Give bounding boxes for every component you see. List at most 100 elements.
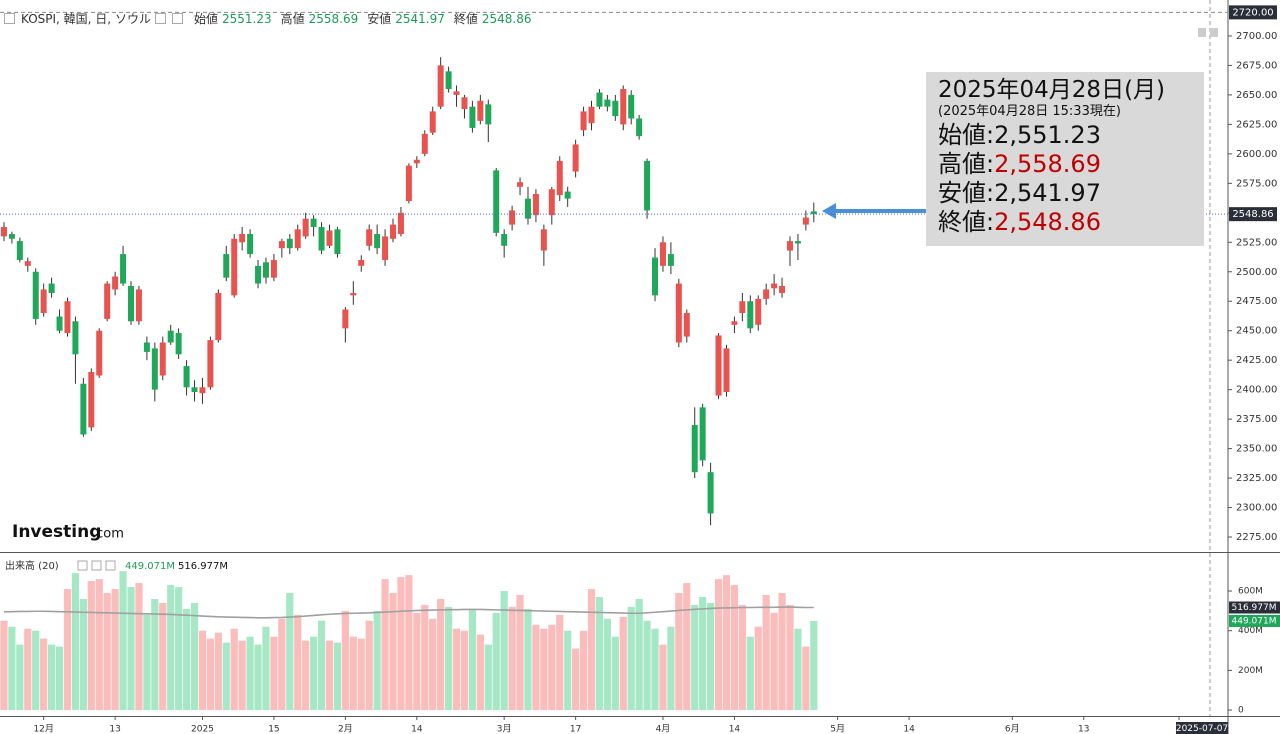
volume-bar <box>119 571 127 711</box>
volume-bar <box>524 608 532 711</box>
volume-bar <box>532 624 540 711</box>
candle-body <box>556 160 563 196</box>
candle-body <box>707 472 714 514</box>
scale-icon <box>1198 28 1206 37</box>
candle-body <box>215 292 222 341</box>
x-tick-label: 13 <box>1078 725 1089 734</box>
candle-body <box>8 234 15 239</box>
header-label: 終値 <box>453 12 478 26</box>
volume-bar <box>175 587 183 711</box>
volume-bar <box>222 642 230 711</box>
volume-bar <box>770 612 778 711</box>
volume-bar <box>198 630 207 711</box>
volume-bar <box>794 628 802 711</box>
candle-body <box>405 165 412 202</box>
volume-bar <box>389 593 397 711</box>
symbol-title: KOSPI, 韓国, 日, ソウル <box>21 12 151 26</box>
candle-body <box>485 104 492 125</box>
volume-bar <box>405 575 413 711</box>
header-value: 2551.23 <box>221 11 272 26</box>
header-value: 2541.97 <box>395 11 445 26</box>
volume-bar <box>278 618 286 711</box>
candle-body <box>477 100 484 121</box>
candle-body <box>524 198 531 219</box>
icon <box>171 13 183 24</box>
info-value: 2,558.69 <box>994 150 1101 178</box>
volume-bar <box>127 587 135 711</box>
volume-bar <box>143 614 151 711</box>
volume-title: 出来高 (20) <box>5 559 59 572</box>
volume-bar <box>397 577 405 711</box>
volume-bar <box>206 638 215 711</box>
y-tick-label: 2525.00 <box>1236 237 1277 248</box>
candle-body <box>540 229 547 251</box>
candle-body <box>159 342 166 376</box>
watermark-brand: Investing <box>12 522 101 542</box>
volume-bar <box>381 579 389 711</box>
candle-body <box>112 276 119 290</box>
watermark-suffix: .com <box>92 527 124 542</box>
candle-body <box>691 425 698 473</box>
last-price-label: 2548.86 <box>1232 209 1273 220</box>
candle-body <box>771 283 778 289</box>
candle-body <box>636 118 643 137</box>
volume-bar <box>603 618 611 711</box>
volume-bar <box>738 604 746 711</box>
y-tick-label: 2575.00 <box>1236 178 1277 189</box>
y-tick-label: 2275.00 <box>1236 532 1277 543</box>
candle-body <box>80 383 87 435</box>
volume-bar <box>40 638 48 711</box>
info-time: (2025年04月28日 15:33現在) <box>938 104 1121 119</box>
last-price-box <box>1229 207 1277 222</box>
candle-body <box>342 309 349 329</box>
volume-bar <box>460 630 469 711</box>
volume-bar <box>190 602 199 711</box>
info-label: 高値: <box>938 150 995 178</box>
volume-bar <box>286 593 294 711</box>
candle-body <box>16 241 23 260</box>
y-tick-label: 2675.00 <box>1236 60 1277 71</box>
volume-bar <box>754 626 762 711</box>
candle-body <box>120 254 127 284</box>
volume-bar <box>159 602 167 711</box>
info-row: 高値:2,558.69 <box>938 150 1204 179</box>
volume-bar <box>357 638 365 711</box>
info-label: 安値: <box>938 179 995 207</box>
volume-bar <box>103 593 111 711</box>
candle-body <box>334 229 341 255</box>
candle-body <box>104 283 111 319</box>
info-value: 2,551.23 <box>994 121 1101 149</box>
y-tick-label: 2300.00 <box>1236 503 1277 514</box>
candle-body <box>612 100 619 117</box>
candle-body <box>56 316 63 331</box>
volume-bar <box>302 640 310 711</box>
candle-body <box>191 387 198 393</box>
volume-bar <box>95 579 103 711</box>
candle-body <box>739 301 746 314</box>
volume-marker-box <box>1229 614 1280 627</box>
candle-body <box>135 289 142 322</box>
candle-body <box>302 218 309 237</box>
header-label: 始値 <box>193 12 218 26</box>
header: KOSPI, 韓国, 日, ソウル 始値 2551.23 高値 2558.69 安値 25… <box>4 10 532 27</box>
volume-bar <box>151 598 159 711</box>
collapse-icon <box>4 13 15 24</box>
candle-body <box>40 289 47 314</box>
volume-bar <box>333 642 342 711</box>
top-marker-box <box>1229 5 1277 20</box>
candle-body <box>128 285 135 322</box>
volume-bar <box>444 606 453 711</box>
volume-bar <box>619 616 627 711</box>
volume-bar <box>675 593 683 711</box>
volume-y-tick-label: 600M <box>1238 587 1263 597</box>
arrow <box>822 203 926 219</box>
y-tick-label: 2700.00 <box>1236 31 1277 42</box>
volume-bar <box>48 644 56 711</box>
volume-marker-label: 449.071M <box>1232 616 1277 626</box>
y-tick-label: 2475.00 <box>1236 296 1277 307</box>
candle-body <box>167 330 174 343</box>
candle-body <box>358 259 365 266</box>
info-value: 2,541.97 <box>994 179 1101 207</box>
candle-body <box>652 257 659 296</box>
